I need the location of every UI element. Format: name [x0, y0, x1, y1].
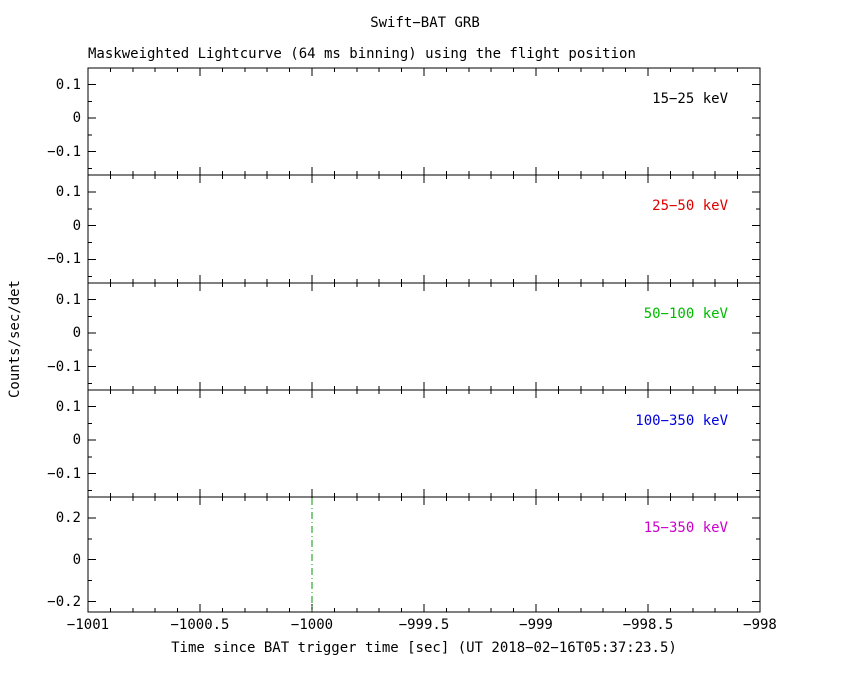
- y-tick-label: 0: [72, 110, 81, 127]
- y-tick-label: −0.2: [47, 593, 81, 610]
- x-tick-label: −999.5: [398, 617, 450, 633]
- y-tick-label: 0: [72, 325, 81, 342]
- panel-frame: [87, 282, 761, 391]
- energy-band-label: 25−50 keV: [652, 198, 728, 214]
- y-tick-label: 0.2: [55, 509, 81, 526]
- y-tick-label: −0.1: [47, 143, 81, 160]
- panel-frame: [87, 174, 761, 284]
- y-tick-label: −0.1: [47, 358, 81, 375]
- chart-subtitle: Maskweighted Lightcurve (64 ms binning) …: [88, 46, 636, 62]
- y-tick-label: 0: [72, 551, 81, 568]
- energy-band-label: 15−350 keV: [643, 520, 728, 536]
- y-tick-label: 0.1: [55, 183, 81, 200]
- energy-band-label: 100−350 keV: [635, 413, 728, 429]
- y-tick-label: −0.1: [47, 251, 81, 268]
- x-tick-label: −998: [743, 617, 777, 633]
- panel-frame: [87, 67, 761, 176]
- y-tick-label: 0.1: [55, 76, 81, 93]
- x-tick-label: −1000: [290, 617, 334, 633]
- x-tick-label: −999: [519, 617, 553, 633]
- energy-band-label: 50−100 keV: [643, 306, 728, 322]
- x-tick-label: −1001: [66, 617, 110, 633]
- y-tick-label: 0.1: [55, 398, 81, 415]
- x-tick-label: −1000.5: [170, 617, 230, 633]
- energy-band-label: 15−25 keV: [652, 91, 728, 107]
- x-axis-label: Time since BAT trigger time [sec] (UT 20…: [171, 640, 677, 656]
- x-tick-label: −998.5: [622, 617, 674, 633]
- y-tick-label: −0.1: [47, 465, 81, 482]
- panel-frame: [87, 389, 761, 498]
- panel-frame: [87, 496, 761, 613]
- y-tick-label: 0: [72, 217, 81, 234]
- y-tick-label: 0.1: [55, 291, 81, 308]
- chart-title: Swift−BAT GRB: [370, 15, 480, 31]
- y-tick-label: 0: [72, 432, 81, 449]
